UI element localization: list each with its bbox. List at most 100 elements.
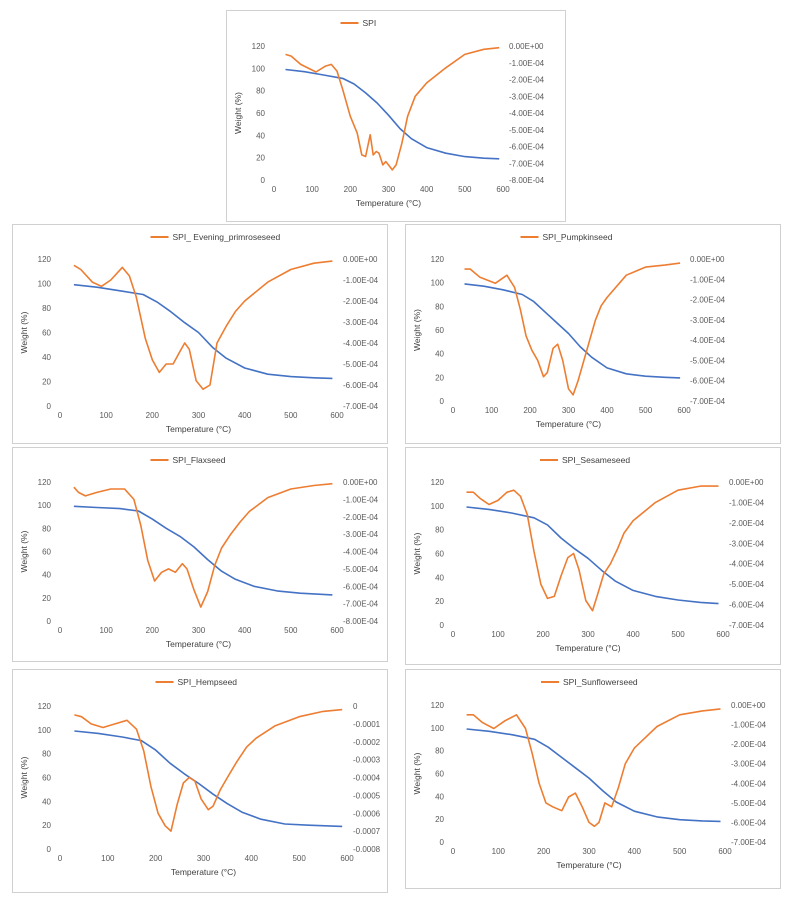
derivative-series-line [285,46,500,171]
y2-tick-label: 0.00E+00 [343,255,378,264]
y-tick-label: 0 [47,402,52,411]
y-tick-label: 40 [435,573,444,582]
y2-tick-label: -5.00E-04 [690,356,726,365]
x-tick-label: 500 [292,854,306,863]
chart-svg: SPI_Pumpkinseed 0 20 40 60 80 100 120 0.00E+00 -1… [412,232,726,429]
x-tick-label: 400 [600,406,614,415]
y2-tick-label: -1.00E-04 [690,275,726,284]
y-tick-label: 40 [435,350,444,359]
derivative-series-line [464,262,681,396]
y-tick-label: 100 [252,64,266,73]
y-tick-label: 80 [435,747,444,756]
y-tick-label: 60 [42,774,51,783]
legend-label: SPI_Flaxseed [173,455,226,465]
x-tick-label: 400 [626,630,640,639]
y2-tick-label: -5.00E-04 [729,580,765,589]
y2-tick-label: -5.00E-04 [343,565,379,574]
y2-tick-label: -3.00E-04 [731,760,767,769]
y-tick-label: 120 [431,701,445,710]
y2-tick-label: -7.00E-04 [509,159,545,168]
y2-tick-label: -4.00E-04 [690,336,726,345]
y-tick-label: 100 [38,726,52,735]
y2-tick-label: -2.00E-04 [731,740,767,749]
y2-tick-label: -6.00E-04 [343,582,379,591]
y-tick-label: 120 [431,478,445,487]
x-axis-title: Temperature (°C) [556,860,621,870]
x-tick-label: 400 [245,854,259,863]
weight-series-line [464,283,681,379]
x-tick-label: 600 [718,847,732,856]
x-tick-label: 500 [284,626,298,635]
y-tick-label: 80 [42,304,51,313]
x-tick-label: 600 [330,626,344,635]
derivative-series-line [466,708,721,828]
y2-tick-label: -1.00E-04 [731,721,767,730]
y2-tick-label: -4.00E-04 [343,548,379,557]
y2-tick-label: 0.00E+00 [731,701,766,710]
x-tick-label: 300 [192,626,206,635]
y2-tick-label: 0.00E+00 [729,478,764,487]
y2-tick-label: -3.00E-04 [343,530,379,539]
y-tick-label: 40 [42,571,51,580]
y-tick-label: 0 [47,845,52,854]
y2-tick-label: -7.00E-04 [343,402,379,411]
legend-label: SPI_Sesameseed [562,455,630,465]
chart-svg: SPI_Sunflowerseed 0 20 40 60 80 100 120 0.00E+00… [412,677,767,870]
x-tick-label: 200 [146,411,160,420]
y-tick-label: 0 [440,621,445,630]
y-tick-label: 60 [435,326,444,335]
y2-tick-label: -2.00E-04 [509,76,545,85]
y2-tick-label: -2.00E-04 [343,513,379,522]
x-axis-title: Temperature (°C) [166,424,231,434]
y-axis-title: Weight (%) [19,530,29,572]
y2-tick-label: -1.00E-04 [509,59,545,68]
chart-svg: SPI_Hempseed 0 20 40 60 80 100 120 0 -0.0001 -0.00… [19,677,381,877]
x-axis-title: Temperature (°C) [555,643,620,653]
x-tick-label: 600 [496,185,510,194]
x-tick-label: 300 [562,406,576,415]
x-tick-label: 500 [458,185,472,194]
x-tick-label: 200 [537,847,551,856]
chart-svg: SPI_Sesameseed 0 20 40 60 80 100 120 0.00E+00 -1.… [412,455,765,653]
x-tick-label: 100 [491,630,505,639]
y2-tick-label: -7.00E-04 [690,397,726,406]
y-tick-label: 20 [256,154,265,163]
y-tick-label: 60 [42,329,51,338]
y-tick-label: 60 [42,548,51,557]
legend-label: SPI [363,18,377,28]
x-tick-label: 500 [673,847,687,856]
weight-series-line [285,68,500,160]
chart-panel-spi: SPI 0 20 40 60 80 100 120 0.00E+00 -1.00E-04 -2.00… [226,10,566,222]
chart-panel-sesameseed: SPI_Sesameseed 0 20 40 60 80 100 120 0.00E+00 -1.… [405,447,781,665]
y-axis-title: Weight (%) [233,92,243,134]
y-tick-label: 120 [38,702,52,711]
x-tick-label: 100 [99,626,113,635]
y2-tick-label: -8.00E-04 [343,617,379,626]
y-tick-label: 40 [42,353,51,362]
chart-panel-hempseed: SPI_Hempseed 0 20 40 60 80 100 120 0 -0.0001 -0.00… [12,669,388,893]
y2-tick-label: -5.00E-04 [343,360,379,369]
x-tick-label: 200 [344,185,358,194]
x-tick-label: 200 [146,626,160,635]
y-tick-label: 20 [42,378,51,387]
y-tick-label: 20 [42,821,51,830]
derivative-series-line [74,708,343,832]
y2-tick-label: -4.00E-04 [729,560,765,569]
y-tick-label: 0 [440,397,445,406]
y2-tick-label: -0.0008 [353,845,381,854]
x-tick-label: 100 [99,411,113,420]
y-tick-label: 20 [42,594,51,603]
y2-tick-label: -5.00E-04 [509,126,545,135]
x-tick-label: 300 [197,854,211,863]
y2-tick-label: -3.00E-04 [509,92,545,101]
x-tick-label: 100 [101,854,115,863]
x-tick-label: 500 [284,411,298,420]
y2-tick-label: -6.00E-04 [729,601,765,610]
x-tick-label: 200 [536,630,550,639]
y2-tick-label: -6.00E-04 [343,381,379,390]
x-tick-label: 400 [238,411,252,420]
y2-tick-label: -6.00E-04 [690,377,726,386]
x-tick-label: 0 [451,406,456,415]
weight-series-line [73,283,333,380]
y2-tick-label: 0 [353,702,358,711]
